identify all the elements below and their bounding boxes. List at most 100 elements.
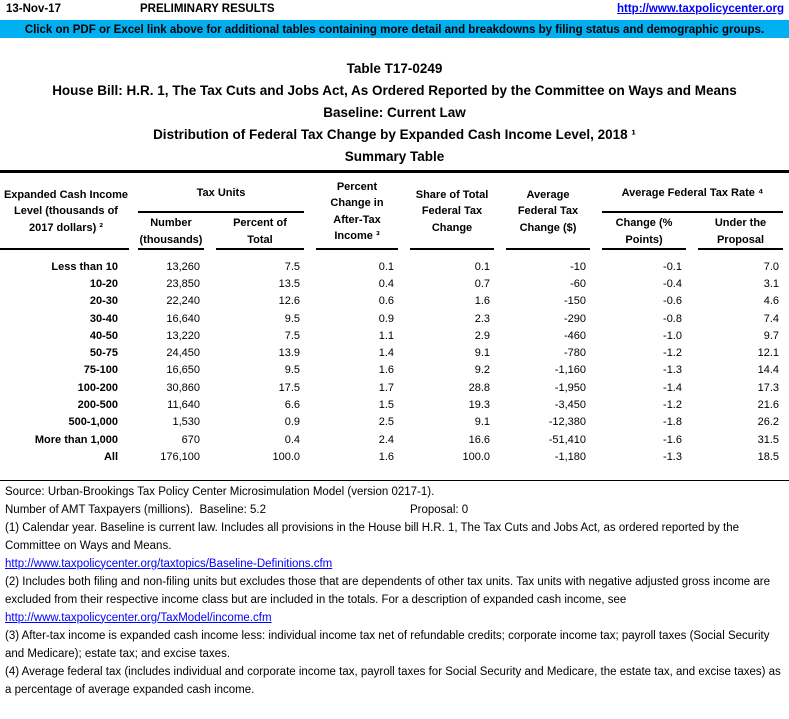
header-number-thousands: Number (thousands) <box>132 213 210 250</box>
cell-value: 1.6 <box>378 364 394 377</box>
cell-value: 11,640 <box>167 399 200 412</box>
cell-value: 4.6 <box>763 295 779 308</box>
cell-value: 1.6 <box>474 295 490 308</box>
cell-value: 22,240 <box>166 295 200 308</box>
footnote-link-baseline-definitions[interactable]: http://www.taxpolicycenter.org/taxtopics… <box>5 557 333 570</box>
footnote-3: (3) After-tax income is expanded cash in… <box>5 629 770 660</box>
table-row: 500-1,000 1,530 0.9 2.5 9.1 -12,380 -1.8 26.2 <box>0 414 789 431</box>
header-expanded-cash-income-level: Expanded Cash Income Level (thousands of… <box>0 173 132 250</box>
cell-value: -150 <box>563 295 586 308</box>
cell-value: -1.0 <box>663 329 682 342</box>
cell-value: 9.1 <box>474 416 490 429</box>
footer-amt-line: Number of AMT Taxpayers (millions). Base… <box>5 501 784 519</box>
table-header: Expanded Cash Income Level (thousands of… <box>0 173 789 250</box>
cell-value: 17.3 <box>757 381 779 394</box>
cell-value: -1.3 <box>663 450 682 463</box>
header-share-of-total-federal-tax-change: Share of Total Federal Tax Change <box>404 173 500 250</box>
table-row: 10-20 23,850 13.5 0.4 0.7 -60 -0.4 3.1 <box>0 275 789 292</box>
cell-value: 9.5 <box>284 364 300 377</box>
income-level-label: 50-75 <box>89 347 118 360</box>
date-label: 13-Nov-17 <box>6 3 61 15</box>
cell-value: 2.4 <box>378 433 394 446</box>
cell-value: -1.6 <box>663 433 682 446</box>
table-row: All 176,100 100.0 1.6 100.0 -1,180 -1.3 18.5 <box>0 448 789 465</box>
footer-amt-baseline: Number of AMT Taxpayers (millions). Base… <box>5 503 266 516</box>
cell-value: 17.5 <box>278 381 300 394</box>
title-table-number: Table T17-0249 <box>346 61 443 76</box>
header-percent-change-after-tax-income: Percent Change in After-Tax Income ³ <box>310 173 404 250</box>
cell-value: -12,380 <box>548 416 586 429</box>
banner-message: Click on PDF or Excel link above for add… <box>24 24 765 36</box>
cell-value: -0.6 <box>663 295 682 308</box>
header-average-federal-tax-rate-group: Average Federal Tax Rate ⁴ <box>596 173 789 213</box>
cell-value: 0.1 <box>474 260 490 273</box>
cell-value: 2.3 <box>474 312 490 325</box>
income-level-label: 30-40 <box>89 312 118 325</box>
header-rate-change-points: Change (% Points) <box>596 213 692 250</box>
footnote-link-income-definition[interactable]: http://www.taxpolicycenter.org/TaxModel/… <box>5 611 272 624</box>
cell-value: 2.9 <box>474 329 490 342</box>
cell-value: 100.0 <box>462 450 490 463</box>
footnote-4: (4) Average federal tax (includes indivi… <box>5 665 781 696</box>
cell-value: 6.6 <box>284 399 300 412</box>
header-tax-units-group: Tax Units <box>132 173 310 213</box>
cell-value: 1.7 <box>378 381 394 394</box>
cell-value: 16,640 <box>166 312 200 325</box>
cell-value: 1.6 <box>378 450 394 463</box>
table-row: 75-100 16,650 9.5 1.6 9.2 -1,160 -1.3 14.4 <box>0 362 789 379</box>
cell-value: -1,950 <box>554 381 586 394</box>
site-url-link[interactable]: http://www.taxpolicycenter.org <box>617 3 784 15</box>
footer-notes: Source: Urban-Brookings Tax Policy Cente… <box>0 481 789 699</box>
cell-value: 23,850 <box>166 277 200 290</box>
table-row: 40-50 13,220 7.5 1.1 2.9 -460 -1.0 9.7 <box>0 327 789 344</box>
cell-value: 1.5 <box>378 399 394 412</box>
footer-amt-proposal: Proposal: 0 <box>410 503 469 516</box>
info-banner: Click on PDF or Excel link above for add… <box>0 20 789 38</box>
cell-value: 19.3 <box>468 399 490 412</box>
cell-value: 100.0 <box>272 450 300 463</box>
table-row: Less than 10 13,260 7.5 0.1 0.1 -10 -0.1 7.0 <box>0 258 789 275</box>
cell-value: -0.4 <box>663 277 682 290</box>
cell-value: 16.6 <box>468 433 490 446</box>
cell-value: -1.2 <box>663 399 682 412</box>
top-header-bar: 13-Nov-17 PRELIMINARY RESULTS http://www… <box>0 0 789 20</box>
cell-value: 9.7 <box>763 329 779 342</box>
cell-value: 7.5 <box>284 329 300 342</box>
cell-value: -1,160 <box>554 364 586 377</box>
title-house-bill: House Bill: H.R. 1, The Tax Cuts and Job… <box>52 83 737 98</box>
cell-value: 7.4 <box>763 312 779 325</box>
cell-value: -51,410 <box>548 433 586 446</box>
cell-value: -0.8 <box>663 312 682 325</box>
header-percent-of-total: Percent of Total <box>210 213 310 250</box>
table-row: 200-500 11,640 6.6 1.5 19.3 -3,450 -1.2 21.6 <box>0 396 789 413</box>
income-level-label: 500-1,000 <box>68 416 118 429</box>
cell-value: 13,220 <box>166 329 200 342</box>
distribution-table: Less than 10 13,260 7.5 0.1 0.1 -10 -0.1 7.0 10-… <box>0 258 789 466</box>
footnote-1: (1) Calendar year. Baseline is current l… <box>5 521 740 552</box>
income-level-label: 20-30 <box>89 295 118 308</box>
cell-value: -1.8 <box>663 416 682 429</box>
cell-value: 30,860 <box>166 381 200 394</box>
cell-value: -780 <box>563 347 586 360</box>
cell-value: -3,450 <box>554 399 586 412</box>
cell-value: 24,450 <box>166 347 200 360</box>
table-row: 50-75 24,450 13.9 1.4 9.1 -780 -1.2 12.1 <box>0 344 789 361</box>
cell-value: 0.4 <box>284 433 300 446</box>
income-level-label: More than 1,000 <box>34 433 118 446</box>
title-distribution: Distribution of Federal Tax Change by Ex… <box>153 127 636 142</box>
table-row: More than 1,000 670 0.4 2.4 16.6 -51,410 -1.6 3… <box>0 431 789 448</box>
cell-value: 1.4 <box>378 347 394 360</box>
cell-value: -60 <box>570 277 586 290</box>
cell-value: 9.1 <box>474 347 490 360</box>
title-block: Table T17-0249 House Bill: H.R. 1, The T… <box>0 58 789 168</box>
income-level-label: 75-100 <box>83 364 118 377</box>
cell-value: 0.4 <box>378 277 394 290</box>
cell-value: -10 <box>570 260 586 273</box>
cell-value: 7.0 <box>763 260 779 273</box>
cell-value: 21.6 <box>757 399 779 412</box>
cell-value: 28.8 <box>468 381 490 394</box>
cell-value: 13.5 <box>278 277 300 290</box>
cell-value: 31.5 <box>757 433 779 446</box>
cell-value: 0.7 <box>474 277 490 290</box>
header-average-federal-tax-change: Average Federal Tax Change ($) <box>500 173 596 250</box>
